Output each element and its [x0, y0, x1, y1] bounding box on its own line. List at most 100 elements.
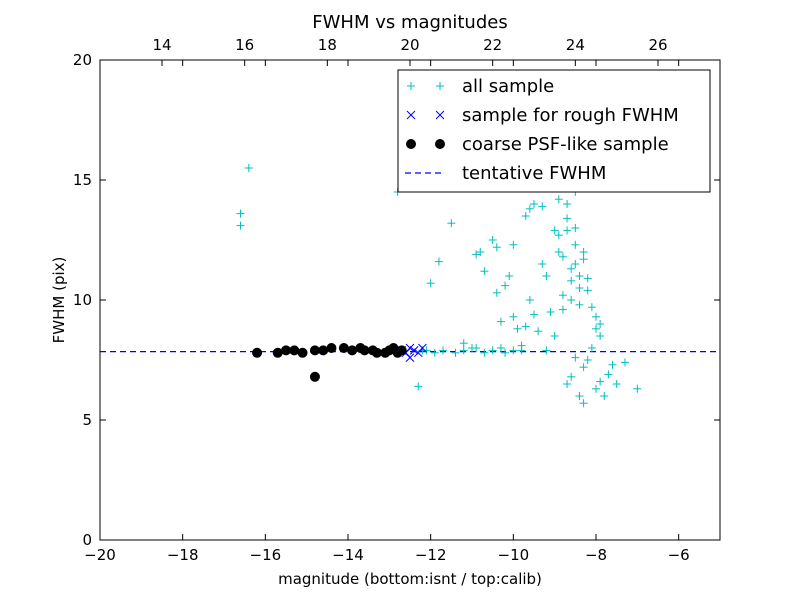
rough-fwhm-point [405, 343, 415, 353]
y-axis: 0 5 10 15 20 [73, 51, 720, 549]
all-sample-point [236, 221, 245, 230]
legend-swatch [407, 82, 415, 90]
all-sample-point [583, 356, 592, 364]
all-sample-point [587, 344, 596, 352]
all-sample-point [517, 346, 526, 355]
top-x-tick-label: 16 [235, 36, 254, 54]
all-sample-point [480, 267, 489, 276]
all-sample-point [567, 296, 576, 304]
top-x-tick-label: 22 [483, 36, 502, 54]
all-sample-point [587, 303, 596, 312]
all-sample-point [472, 344, 481, 352]
x-tick-label: −10 [498, 546, 530, 564]
all-sample-point [633, 384, 642, 393]
legend: all sample sample for rough FWHM coarse PS… [397, 69, 711, 193]
all-sample-point [513, 324, 522, 333]
all-sample-point [525, 296, 534, 304]
legend-label: tentative FWHM [462, 163, 606, 184]
all-sample-point [525, 204, 534, 213]
all-sample-point [579, 248, 588, 256]
all-sample-point [430, 348, 439, 357]
all-sample-point [592, 384, 600, 393]
all-sample-point [530, 200, 538, 208]
all-sample-point [592, 312, 600, 321]
all-sample-point [563, 200, 572, 208]
all-sample-point [554, 248, 563, 256]
all-sample-point [472, 250, 481, 259]
all-sample-point [563, 226, 572, 235]
bottom-x-axis: −20 −18 −16 −14 −12 −10 −8 −6 [84, 60, 690, 564]
all-sample-point [459, 346, 468, 355]
legend-swatch [435, 139, 445, 149]
coarse-psf-point [318, 345, 329, 356]
all-sample-point [426, 279, 435, 288]
all-sample-point [236, 209, 245, 218]
all-sample-point [521, 322, 530, 331]
legend-entry: all sample [407, 76, 554, 97]
legend-swatch [436, 82, 444, 90]
coarse-psf-point [371, 347, 382, 358]
all-sample-point [571, 240, 580, 249]
y-tick-label: 10 [73, 291, 92, 309]
all-sample-point [476, 248, 485, 256]
all-sample-point [521, 212, 530, 220]
all-sample-point [501, 348, 510, 357]
all-sample-point [509, 346, 518, 355]
all-sample-point [451, 348, 460, 357]
coarse-psf-point [272, 347, 283, 358]
all-sample-point [596, 320, 605, 328]
all-sample-point [480, 348, 489, 357]
x-tick-label: −8 [585, 546, 607, 564]
all-sample-point [567, 372, 576, 381]
all-sample-point [554, 195, 563, 204]
all-sample-point [558, 291, 567, 300]
all-sample-point [447, 219, 456, 228]
x-tick-label: −18 [167, 546, 199, 564]
all-sample-point [579, 399, 588, 408]
all-sample-point [575, 300, 584, 309]
all-sample-point [414, 382, 423, 391]
all-sample-point [439, 346, 448, 355]
plot-marks [100, 164, 720, 408]
all-sample-point [592, 324, 600, 333]
y-tick-label: 20 [73, 51, 92, 69]
all-sample-point [488, 346, 497, 355]
top-x-tick-label: 18 [318, 36, 337, 54]
all-sample-point [244, 164, 253, 172]
all-sample-point [558, 252, 567, 261]
all-sample-point [571, 260, 580, 268]
y-tick-label: 15 [73, 171, 92, 189]
rough-fwhm-point [418, 343, 427, 353]
all-sample-point [492, 243, 501, 252]
all-sample-point [575, 284, 584, 292]
x-tick-label: −14 [332, 546, 364, 564]
legend-box [397, 69, 711, 193]
rough-fwhm-point [409, 346, 419, 355]
all-sample-point [604, 370, 613, 379]
legend-swatch [435, 110, 445, 120]
coarse-psf-point [289, 345, 300, 356]
coarse-psf-point [347, 345, 358, 356]
all-sample-point [596, 332, 605, 340]
y-tick-label: 0 [82, 531, 92, 549]
all-sample-point [501, 281, 510, 290]
all-sample-point [575, 392, 584, 400]
x-tick-label: −6 [668, 546, 690, 564]
coarse-psf-point [396, 345, 407, 356]
all-sample-point [534, 327, 543, 336]
all-sample-point [496, 344, 505, 352]
coarse-psf-point [338, 343, 349, 353]
all-sample-point [583, 274, 592, 283]
all-sample-point [596, 377, 605, 386]
x-tick-label: −20 [84, 546, 116, 564]
all-sample-point [434, 257, 443, 266]
all-sample-point [542, 272, 551, 280]
all-sample-point [579, 255, 588, 264]
all-sample-point [505, 272, 514, 280]
coarse-psf-point [309, 345, 320, 356]
top-x-axis: 14 16 18 20 22 24 26 [152, 36, 668, 66]
top-x-tick-label: 26 [648, 36, 667, 54]
legend-entry: sample for rough FWHM [406, 105, 679, 126]
all-sample-point [563, 214, 572, 223]
